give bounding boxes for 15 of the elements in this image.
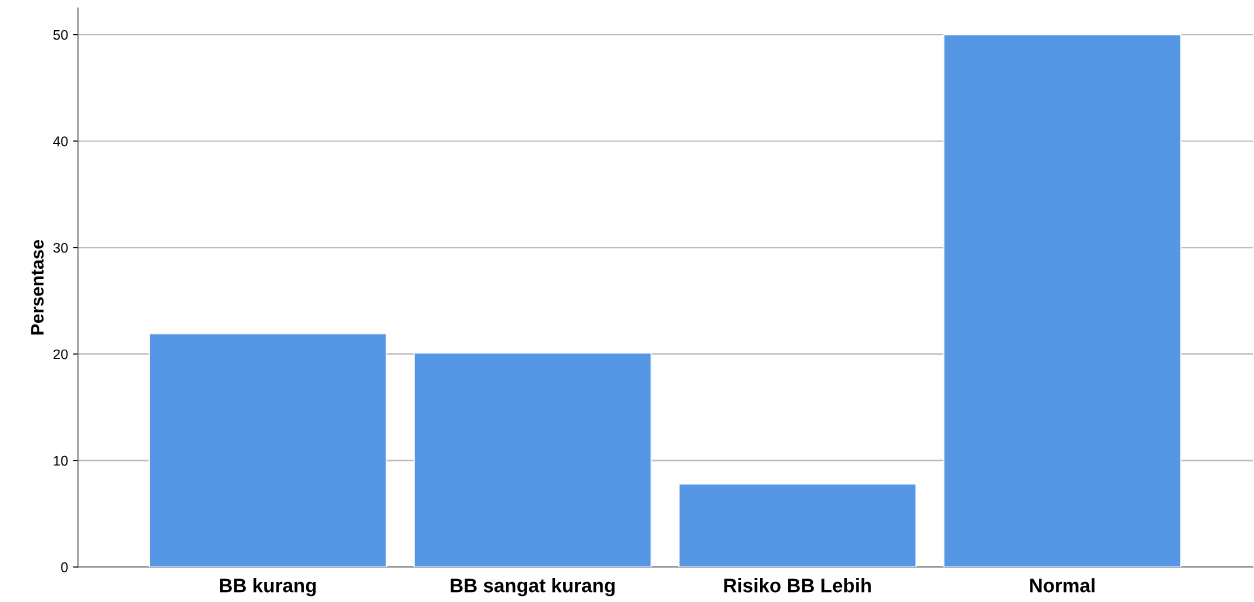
x-tick-label: BB sangat kurang	[450, 578, 615, 597]
y-axis-title: Persentase	[31, 239, 44, 335]
y-tick-label: 20	[53, 349, 68, 360]
y-tick-label: 50	[53, 29, 68, 40]
bar	[148, 333, 387, 567]
x-tick-label: BB kurang	[220, 578, 316, 597]
y-tick-label: 30	[53, 242, 68, 253]
x-tick-label: Risiko BB Lebih	[724, 578, 871, 593]
y-tick-label: 10	[53, 455, 68, 466]
x-tick-label: Normal	[1030, 578, 1095, 593]
y-tick-label: 0	[61, 562, 68, 573]
y-tick-label: 40	[53, 136, 68, 147]
bar	[413, 352, 652, 567]
bar	[943, 34, 1182, 567]
bar	[678, 483, 917, 567]
